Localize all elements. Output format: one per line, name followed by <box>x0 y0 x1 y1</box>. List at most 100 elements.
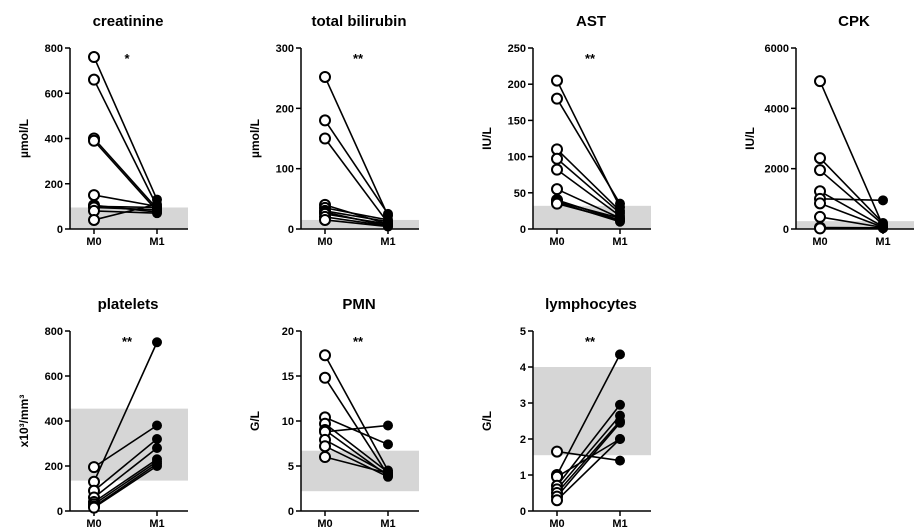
y-tick-label: 200 <box>276 103 294 115</box>
y-tick-label: 5 <box>288 461 294 473</box>
y-tick-label: 0 <box>520 224 526 236</box>
y-tick-label: 6000 <box>765 43 789 55</box>
pair-line <box>324 424 389 433</box>
pair-line <box>556 438 621 501</box>
significance-marker: ** <box>353 334 364 349</box>
m1-point <box>152 337 162 348</box>
panel-title: lymphocytes <box>545 296 637 313</box>
m0-point <box>319 70 331 83</box>
y-axis-label: x10³/mm³ <box>17 395 31 448</box>
m0-point <box>551 163 563 176</box>
pair-line <box>93 137 158 210</box>
y-axis-label: IU/L <box>743 127 757 150</box>
pair-line <box>324 423 389 473</box>
m0-point <box>551 445 563 458</box>
pair-line <box>324 213 389 225</box>
pair-line <box>93 194 158 208</box>
y-axis-label: µmol/L <box>248 119 262 158</box>
pair-line <box>556 200 621 219</box>
y-tick-label: 600 <box>45 88 63 100</box>
m0-point <box>88 213 100 226</box>
y-tick-label: 800 <box>45 43 63 55</box>
pair-line <box>324 216 389 227</box>
y-tick-label: 4 <box>520 362 527 374</box>
m0-point <box>319 132 331 145</box>
m0-point <box>814 222 826 235</box>
pair-line <box>556 148 621 212</box>
pair-line <box>93 460 158 505</box>
panel-3: 0 2000 4000 6000 M0 M1 CPK IU/L <box>743 13 914 248</box>
significance-marker: ** <box>353 51 364 66</box>
pair-line <box>819 198 884 202</box>
x-tick-label: M0 <box>549 518 564 530</box>
m0-point <box>319 349 331 362</box>
pair-line <box>93 458 158 503</box>
reference-range-band <box>796 221 914 229</box>
x-tick-label: M1 <box>149 518 164 530</box>
pair-line <box>324 416 389 446</box>
y-tick-label: 0 <box>783 224 789 236</box>
x-tick-label: M0 <box>549 236 564 248</box>
m0-point <box>814 152 826 165</box>
panel-0: 0 200 400 600 800 M0 M1 creatinine µmol/L * <box>17 13 188 248</box>
pair-line <box>93 206 158 211</box>
x-tick-label: M1 <box>380 236 395 248</box>
pair-line <box>556 158 621 214</box>
m1-point <box>878 223 888 234</box>
m1-point <box>615 349 625 360</box>
y-tick-label: 400 <box>45 134 63 146</box>
panel-5: 0 5 10 15 20 M0 M1 PMN G/L ** <box>248 296 419 530</box>
pair-line <box>324 439 389 475</box>
y-tick-label: 3 <box>520 398 526 410</box>
pair-line <box>324 138 389 224</box>
m1-point <box>152 461 162 471</box>
m0-point <box>551 74 563 87</box>
m1-point <box>615 399 625 410</box>
pair-line <box>556 422 621 498</box>
y-tick-label: 800 <box>45 326 63 338</box>
panel-title: total bilirubin <box>312 13 407 30</box>
pair-line <box>93 463 158 508</box>
pair-line <box>324 377 389 476</box>
y-tick-label: 150 <box>508 115 526 127</box>
m1-point <box>383 221 393 232</box>
m1-point <box>383 439 393 450</box>
m1-point <box>152 208 162 219</box>
m0-point <box>551 494 563 507</box>
y-tick-label: 0 <box>57 224 63 236</box>
m0-point <box>88 73 100 86</box>
y-tick-label: 2000 <box>765 164 789 176</box>
m1-point <box>152 420 162 431</box>
y-tick-label: 50 <box>514 188 526 200</box>
m0-point <box>88 501 100 514</box>
x-tick-label: M1 <box>612 236 627 248</box>
pair-line <box>93 447 158 499</box>
pair-line <box>556 188 621 219</box>
reference-range-band <box>533 205 651 229</box>
panel-title: creatinine <box>93 13 164 30</box>
significance-marker: * <box>124 51 130 66</box>
pair-line <box>324 354 389 471</box>
pair-line <box>556 98 621 205</box>
reference-range-band <box>301 219 419 229</box>
m0-point <box>88 189 100 202</box>
pair-line <box>93 140 158 212</box>
significance-marker: ** <box>122 334 133 349</box>
m0-point <box>319 451 331 463</box>
y-axis-label: G/L <box>480 411 494 431</box>
pair-line <box>324 219 389 228</box>
pair-line <box>324 456 389 474</box>
m1-point <box>152 199 162 210</box>
pair-line <box>324 76 389 217</box>
m0-point <box>319 440 331 453</box>
y-tick-label: 200 <box>508 79 526 91</box>
panel-title: platelets <box>98 296 159 313</box>
m0-point <box>319 114 331 127</box>
y-axis-label: µmol/L <box>17 119 31 158</box>
pair-line <box>556 420 621 494</box>
x-tick-label: M1 <box>149 236 164 248</box>
x-tick-label: M0 <box>317 518 332 530</box>
significance-marker: ** <box>585 51 596 66</box>
m1-point <box>615 455 625 466</box>
m1-point <box>152 434 162 444</box>
